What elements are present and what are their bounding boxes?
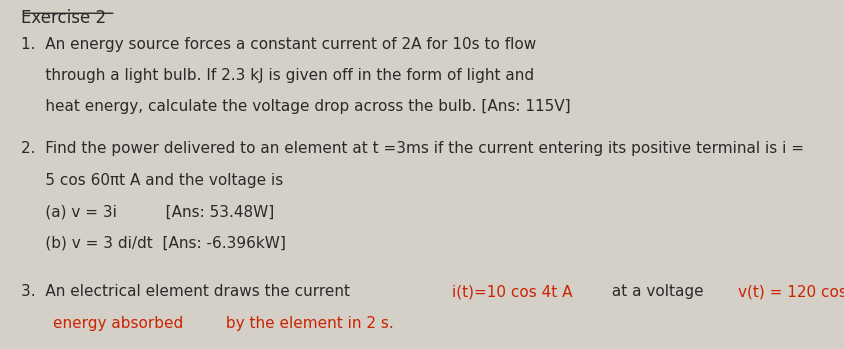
Text: 5 cos 60πt A and the voltage is: 5 cos 60πt A and the voltage is bbox=[21, 173, 284, 188]
Text: (b) v = 3 di/dt  [Ans: -6.396kW]: (b) v = 3 di/dt [Ans: -6.396kW] bbox=[21, 236, 286, 251]
Text: through a light bulb. If 2.3 kJ is given off in the form of light and: through a light bulb. If 2.3 kJ is given… bbox=[21, 68, 534, 83]
Text: 2.  Find the power delivered to an element at t =3ms if the current entering its: 2. Find the power delivered to an elemen… bbox=[21, 141, 804, 156]
Text: heat energy, calculate the voltage drop across the bulb. [Ans: 115V]: heat energy, calculate the voltage drop … bbox=[21, 99, 571, 114]
Text: v(t) = 120 cos 4t V: v(t) = 120 cos 4t V bbox=[738, 284, 844, 299]
Text: (a) v = 3i          [Ans: 53.48W]: (a) v = 3i [Ans: 53.48W] bbox=[21, 204, 274, 219]
Text: energy absorbed: energy absorbed bbox=[52, 316, 183, 331]
Text: i(t)=10 cos 4t A: i(t)=10 cos 4t A bbox=[452, 284, 572, 299]
Text: 3.  An electrical element draws the current: 3. An electrical element draws the curre… bbox=[21, 284, 355, 299]
Text: by the element in 2 s.: by the element in 2 s. bbox=[220, 316, 393, 331]
Text: Exercise 2: Exercise 2 bbox=[21, 9, 106, 27]
Text: at a voltage: at a voltage bbox=[608, 284, 709, 299]
Text: 1.  An energy source forces a constant current of 2A for 10s to flow: 1. An energy source forces a constant cu… bbox=[21, 37, 536, 52]
